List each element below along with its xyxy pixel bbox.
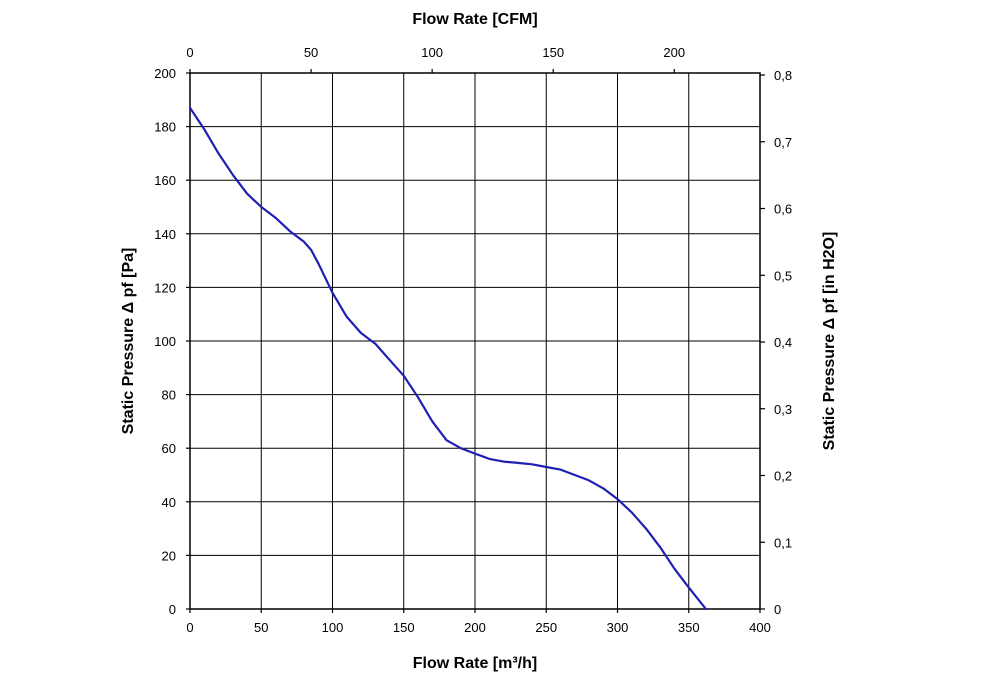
x2-tick-label: 150 <box>542 45 564 60</box>
y-tick-label: 140 <box>154 227 176 242</box>
y2-tick-label: 0,7 <box>774 135 792 150</box>
x-tick-label: 400 <box>749 620 771 635</box>
y-tick-label: 60 <box>162 441 176 456</box>
x2-tick-label: 0 <box>186 45 193 60</box>
bottom-axis-title: Flow Rate [m³/h] <box>413 655 537 672</box>
right-axis-ticks: 0 0,1 0,2 0,3 0,4 0,5 0,6 0,7 0,8 <box>760 68 792 617</box>
left-axis-ticks: 0 20 40 60 80 100 120 140 160 180 200 <box>154 66 190 617</box>
y-tick-label: 120 <box>154 280 176 295</box>
x-tick-label: 150 <box>393 620 415 635</box>
y-tick-label: 180 <box>154 120 176 135</box>
y-tick-label: 0 <box>169 602 176 617</box>
x2-tick-label: 100 <box>421 45 443 60</box>
grid-lines <box>189 72 761 610</box>
series-line <box>188 106 708 611</box>
top-axis-title: Flow Rate [CFM] <box>412 11 537 28</box>
x-tick-label: 350 <box>678 620 700 635</box>
x-tick-label: 0 <box>186 620 193 635</box>
y-tick-label: 80 <box>162 388 176 403</box>
y2-tick-label: 0,3 <box>774 402 792 417</box>
y-tick-label: 20 <box>162 548 176 563</box>
x2-tick-label: 200 <box>663 45 685 60</box>
y-tick-label: 200 <box>154 66 176 81</box>
y2-tick-label: 0,6 <box>774 202 792 217</box>
left-axis-title: Static Pressure Δ pf [Pa] <box>120 248 137 435</box>
y2-tick-label: 0,8 <box>774 68 792 83</box>
y2-tick-label: 0,2 <box>774 469 792 484</box>
y2-tick-label: 0 <box>774 602 781 617</box>
x-tick-label: 250 <box>535 620 557 635</box>
y-tick-label: 160 <box>154 173 176 188</box>
right-axis-title: Static Pressure Δ pf [in H2O] <box>821 232 838 451</box>
y-tick-label: 40 <box>162 495 176 510</box>
y2-tick-label: 0,4 <box>774 335 792 350</box>
x-tick-label: 300 <box>607 620 629 635</box>
y2-tick-label: 0,1 <box>774 535 792 550</box>
x-tick-label: 200 <box>464 620 486 635</box>
x2-tick-label: 50 <box>304 45 318 60</box>
y-tick-label: 100 <box>154 334 176 349</box>
bottom-axis-ticks: 0 50 100 150 200 250 300 350 400 <box>186 609 771 635</box>
top-axis-ticks: 0 50 100 150 200 <box>186 45 685 73</box>
series-group <box>188 106 708 611</box>
x-tick-label: 100 <box>322 620 344 635</box>
y2-tick-label: 0,5 <box>774 268 792 283</box>
x-tick-label: 50 <box>254 620 268 635</box>
